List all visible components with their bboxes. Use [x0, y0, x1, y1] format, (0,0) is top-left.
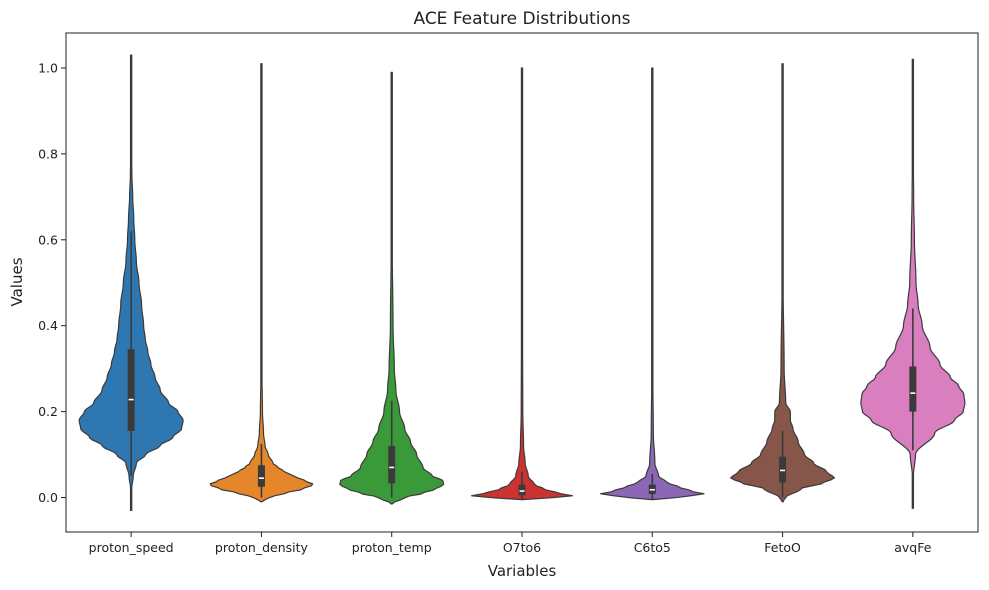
x-tick-label: proton_density [215, 540, 309, 555]
y-axis-label: Values [8, 257, 26, 306]
iqr-box-proton_density [257, 465, 265, 487]
x-tick-label: FetoO [764, 540, 801, 555]
x-tick-label: C6to5 [634, 540, 671, 555]
y-axis: 0.0 0.2 0.4 0.6 0.8 1.0 [38, 61, 66, 505]
x-axis: proton_speed proton_density proton_temp O7t… [89, 532, 932, 555]
box-layer [127, 231, 917, 500]
violin-C6to5 [600, 67, 705, 501]
iqr-box-avqFe [909, 366, 917, 412]
iqr-box-proton_speed [127, 349, 135, 431]
y-tick-label: 1.0 [38, 61, 58, 76]
violin-FetoO [730, 63, 836, 503]
chart-title: ACE Feature Distributions [413, 9, 630, 29]
y-tick-label: 0.6 [38, 232, 58, 247]
x-tick-label: avqFe [894, 540, 931, 555]
y-tick-label: 0.2 [38, 404, 58, 419]
violin-proton_density [209, 63, 314, 503]
iqr-box-O7to6 [518, 484, 526, 496]
x-tick-label: O7to6 [503, 540, 541, 555]
iqr-box-proton_temp [388, 445, 396, 484]
y-tick-label: 0.8 [38, 146, 58, 161]
x-tick-label: proton_temp [352, 540, 432, 555]
x-tick-label: proton_speed [89, 540, 174, 555]
y-tick-label: 0.0 [38, 490, 58, 505]
violin-proton_temp [339, 71, 445, 505]
violin-O7to6 [471, 67, 573, 501]
y-tick-label: 0.4 [38, 318, 58, 333]
x-axis-label: Variables [488, 562, 557, 580]
iqr-box-FetoO [779, 456, 787, 483]
violin-avqFe [860, 58, 966, 509]
